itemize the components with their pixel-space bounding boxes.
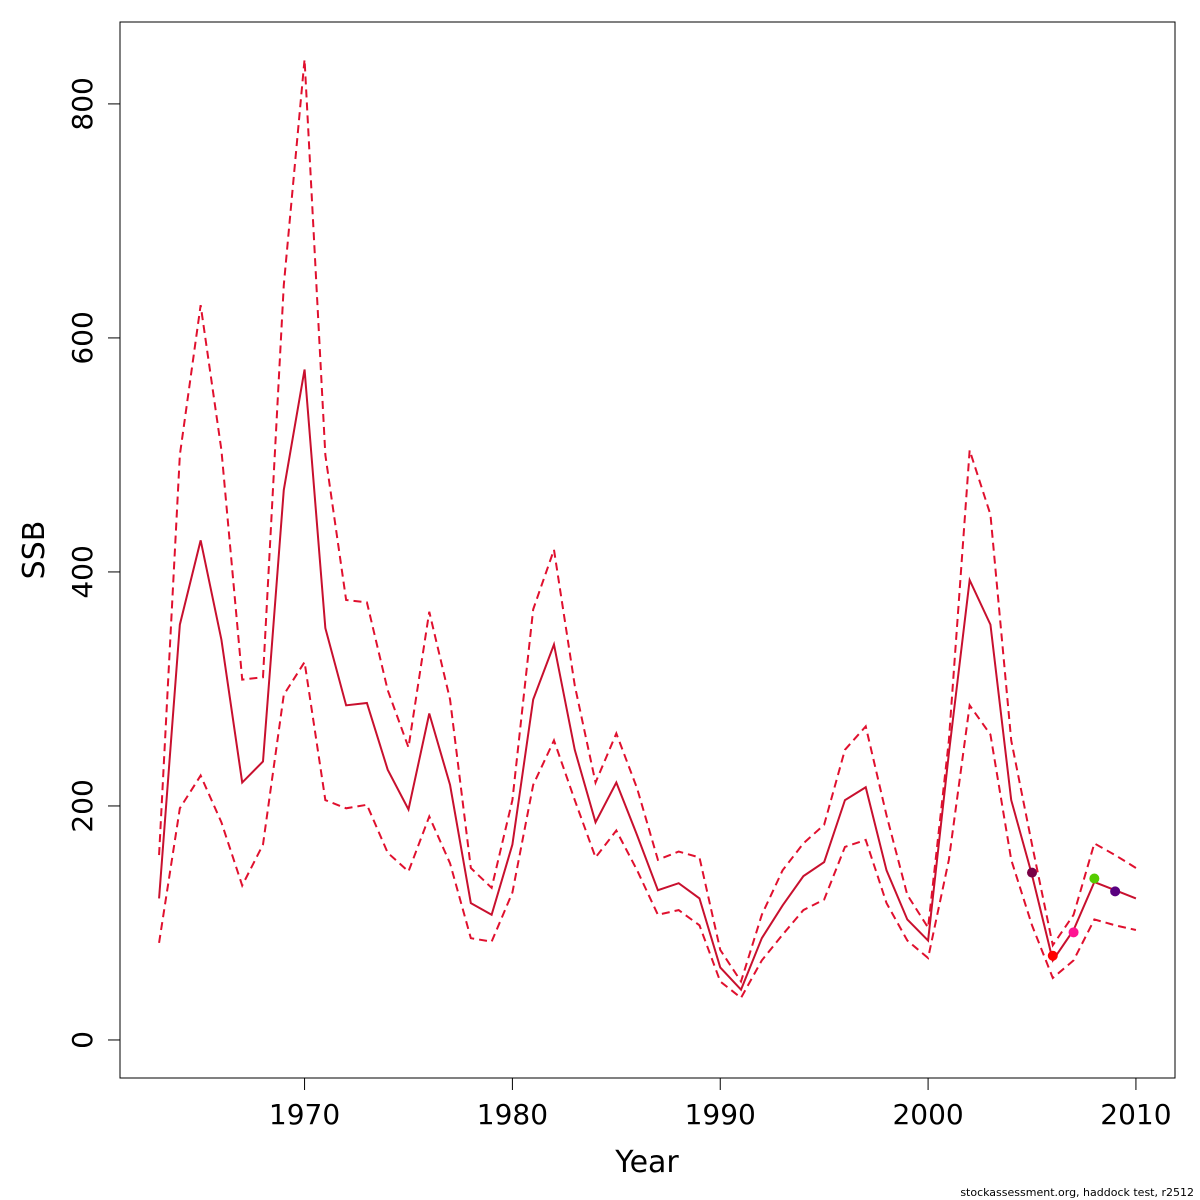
series-line <box>158 659 1137 1000</box>
x-tick-label: 2000 <box>892 1098 963 1131</box>
y-tick-label: 600 <box>66 311 99 364</box>
y-tick-label: 200 <box>66 779 99 832</box>
footer: stockassessment.org, haddock test, r2512 <box>960 1186 1194 1199</box>
x-tick-label: 1970 <box>269 1098 340 1131</box>
point <box>1047 950 1058 961</box>
series-line <box>158 59 1137 984</box>
series-line <box>158 369 1137 992</box>
point <box>1089 873 1100 884</box>
point <box>1027 867 1038 878</box>
y-tick-label: 400 <box>66 545 99 598</box>
x-axis-label: Year <box>614 1145 679 1180</box>
x-tick-label: 1980 <box>477 1098 548 1131</box>
y-axis-label: SSB <box>17 521 52 580</box>
point <box>1068 927 1079 938</box>
point <box>1110 886 1121 897</box>
y-tick-label: 0 <box>66 1031 99 1049</box>
x-tick-label: 2010 <box>1100 1098 1171 1131</box>
y-tick-label: 800 <box>66 77 99 130</box>
x-tick-label: 1990 <box>685 1098 756 1131</box>
